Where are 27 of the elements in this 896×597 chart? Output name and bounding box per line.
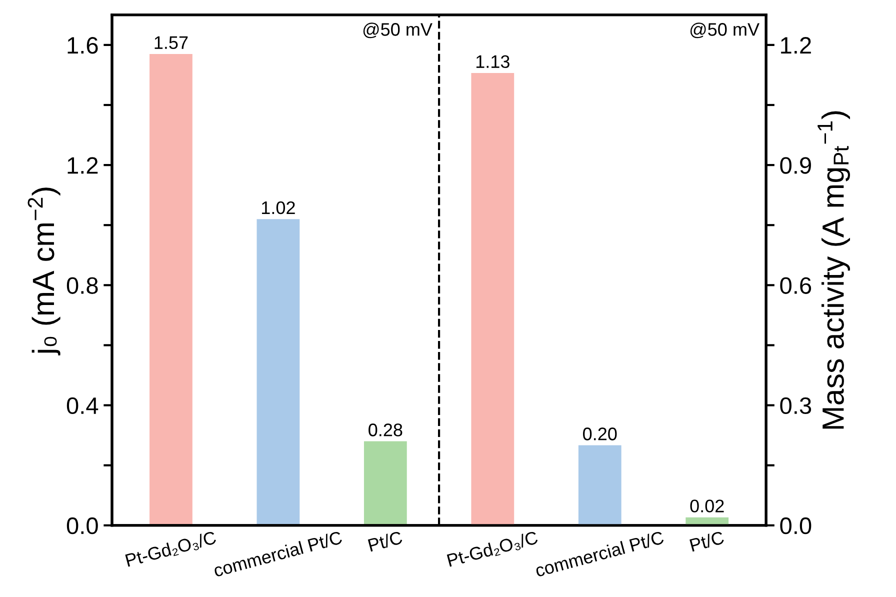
y-axis-title: j₀ (mA cm$^{−2}$): [28, 188, 60, 356]
bar: [578, 445, 622, 526]
y2-tick-label: 0.3: [780, 397, 812, 414]
y-tick-label: 0.0: [66, 517, 98, 534]
bar: [364, 441, 407, 526]
annotation: @50 mV: [690, 22, 760, 38]
bar: [256, 219, 300, 526]
y-tick-label: 0.4: [66, 397, 98, 414]
data-label: 1.57: [154, 36, 188, 49]
annotation: @50 mV: [363, 22, 432, 38]
data-label: 0.02: [690, 500, 724, 512]
data-label: 1.02: [262, 201, 295, 214]
y2-tick-label: 0.0: [780, 517, 812, 534]
y2-tick-label: 0.6: [780, 277, 812, 294]
y2-tick-label: 1.2: [781, 37, 811, 54]
y2-axis-title: Mass activity (A mg$_{Pt}$$^{−1}$): [818, 111, 850, 429]
y-tick-label: 1.2: [68, 157, 98, 174]
x-tick-label: Pt/C: [368, 530, 403, 552]
x-tick-label: Pt/C: [689, 530, 725, 552]
bar: [150, 54, 192, 526]
bar: [471, 72, 514, 526]
data-label: 0.28: [368, 424, 402, 436]
y-tick-label: 0.8: [66, 277, 98, 294]
y-tick-label: 1.6: [68, 37, 98, 54]
data-label: 1.13: [476, 55, 510, 68]
data-label: 0.20: [583, 428, 617, 440]
y2-tick-label: 0.9: [780, 157, 811, 174]
